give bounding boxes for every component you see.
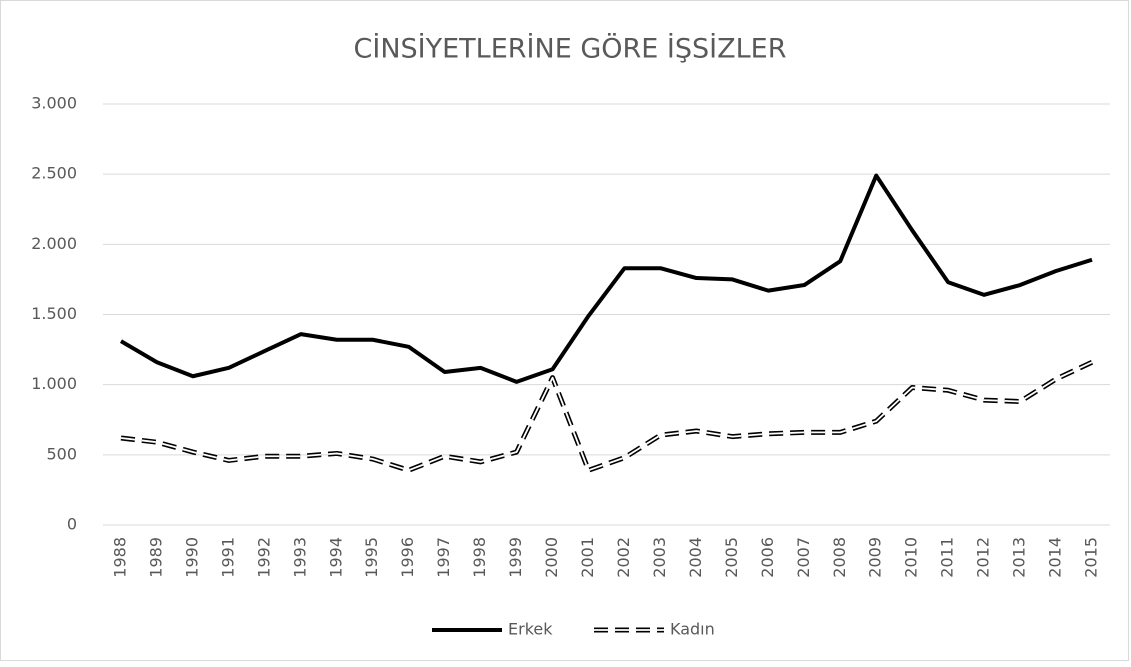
x-tick-label: 1992 (254, 537, 273, 578)
x-tick-label: 2001 (578, 537, 597, 578)
x-tick-label: 2004 (686, 537, 705, 578)
x-tick-label: 2006 (758, 537, 777, 578)
y-tick-label: 0 (67, 515, 77, 534)
x-tick-label: 2010 (902, 537, 921, 578)
x-tick-label: 1989 (146, 537, 165, 578)
x-tick-label: 1996 (398, 537, 417, 578)
x-tick-label: 1993 (290, 537, 309, 578)
x-tick-label: 2005 (722, 537, 741, 578)
x-tick-label: 2003 (650, 537, 669, 578)
x-tick-label: 1990 (182, 537, 201, 578)
x-tick-label: 1998 (470, 537, 489, 578)
x-tick-label: 1995 (362, 537, 381, 578)
y-tick-label: 500 (46, 444, 77, 463)
x-tick-label: 2012 (974, 537, 993, 578)
x-tick-label: 2000 (542, 537, 561, 578)
legend-label: Erkek (508, 620, 553, 639)
x-tick-label: 1988 (110, 537, 129, 578)
y-tick-label: 1.000 (31, 374, 77, 393)
y-tick-label: 3.000 (31, 94, 77, 113)
y-tick-label: 2.000 (31, 234, 77, 253)
x-tick-label: 2002 (614, 537, 633, 578)
x-tick-label: 1991 (218, 537, 237, 578)
y-tick-label: 1.500 (31, 304, 77, 323)
x-tick-label: 2014 (1046, 537, 1065, 578)
y-tick-label: 2.500 (31, 164, 77, 183)
x-tick-label: 2007 (794, 537, 813, 578)
x-tick-label: 1997 (434, 537, 453, 578)
line (119, 173, 1093, 384)
chart-title: CİNSİYETLERİNE GÖRE İŞSİZLER (354, 33, 787, 65)
x-tick-label: 1994 (326, 537, 345, 578)
x-tick-label: 2015 (1082, 537, 1101, 578)
line-inner (120, 361, 1093, 472)
x-tick-label: 1999 (506, 537, 525, 578)
x-tick-label: 2011 (938, 537, 957, 578)
x-tick-label: 2013 (1010, 537, 1029, 578)
legend-label: Kadın (670, 620, 715, 639)
x-tick-label: 2008 (830, 537, 849, 578)
x-tick-label: 2009 (866, 537, 885, 578)
